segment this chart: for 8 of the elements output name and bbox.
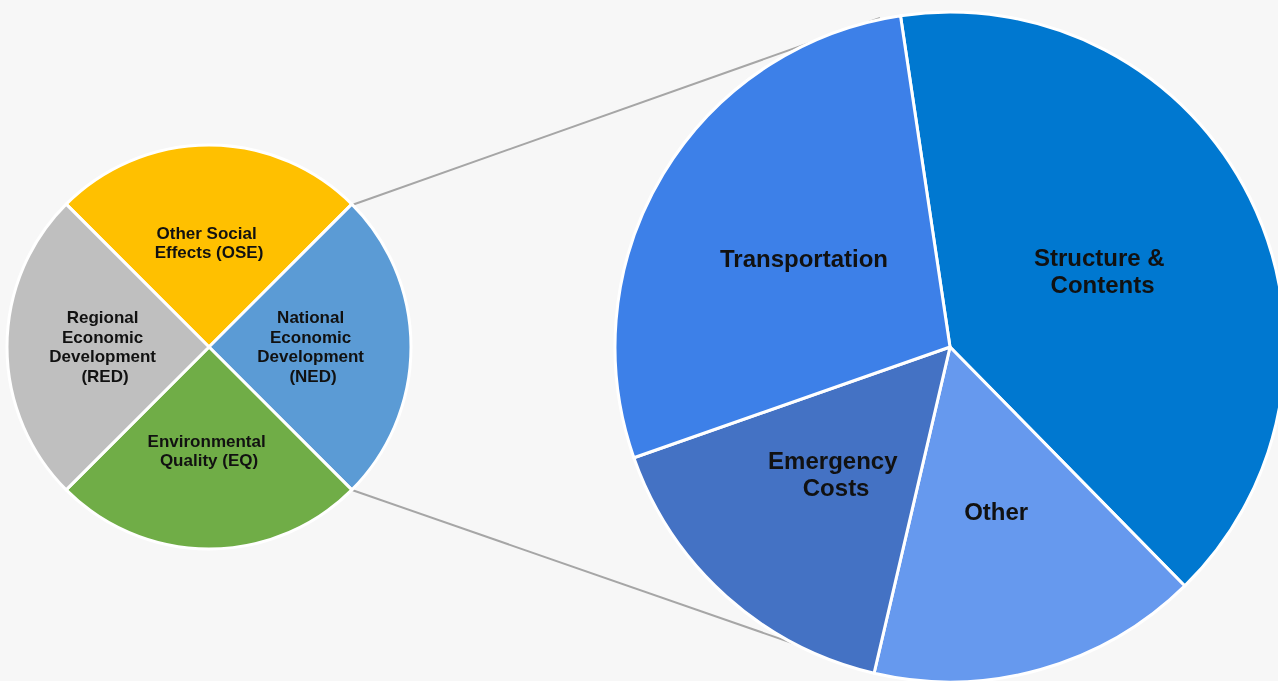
slice-label: Other Social Effects (OSE) xyxy=(154,223,264,263)
slice-label: Environmental Quality (EQ) xyxy=(147,431,271,471)
slice-label: Transportation xyxy=(720,245,889,273)
slice-label: Structure & Contents xyxy=(1033,243,1172,299)
slice-label: Regional Economic Development (RED) xyxy=(49,308,161,386)
slice-label: Emergency Costs xyxy=(768,446,905,502)
slice-label: National Economic Development (NED) xyxy=(257,308,369,386)
slice-label: Other xyxy=(964,497,1029,525)
